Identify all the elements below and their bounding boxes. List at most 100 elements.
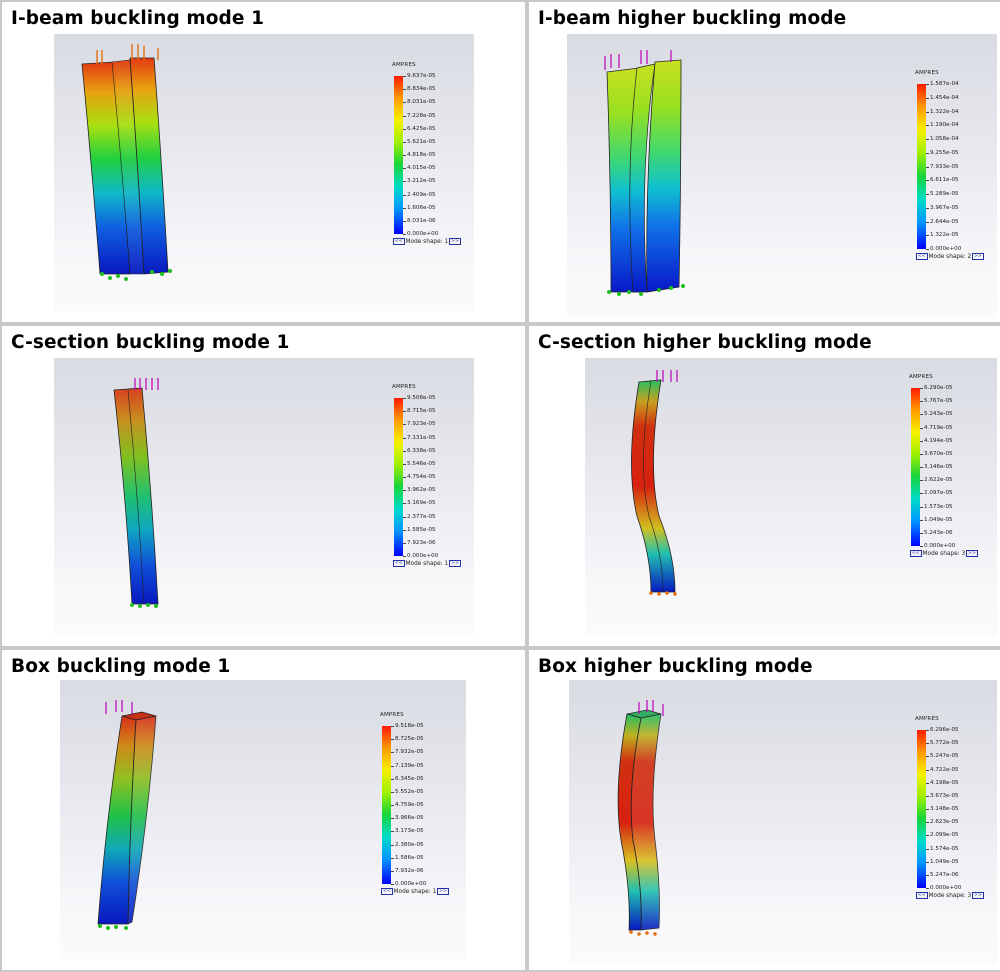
legend-tick-label: 1.049e-05	[926, 858, 959, 865]
legend-tick-label: 4.722e-05	[926, 766, 959, 773]
legend-unit: AMPRES	[392, 62, 416, 68]
legend-tick-label: 4.754e-05	[403, 474, 436, 480]
panel-title: Box higher buckling mode	[538, 656, 813, 677]
box-side-face	[127, 715, 157, 925]
mode-shape-label: << Mode shape: 3 >>	[910, 550, 978, 557]
legend-tick-label: 4.198e-05	[926, 779, 959, 786]
legend-tick-label: 3.670e-05	[920, 450, 953, 457]
legend-unit: AMPRES	[380, 712, 404, 718]
load-arrows	[656, 370, 678, 382]
legend-tick-label: 6.345e-05	[391, 775, 424, 782]
legend-tick-label: 5.546e-05	[403, 460, 436, 467]
fixture-markers	[607, 284, 685, 296]
legend-tick-label: 0.000e+00	[925, 885, 962, 891]
legend-tick-label: 3.148e-05	[926, 806, 959, 812]
next-mode-icon: >>	[449, 238, 461, 245]
panel-csection-mode1: C-section buckling mode 1 AMPRES 9.508e-…	[2, 326, 525, 646]
legend-unit: AMPRES	[392, 384, 416, 390]
legend-tick-label: 5.772e-05	[926, 740, 959, 747]
legend-tick-label: 5.552e-05	[391, 788, 424, 795]
next-mode-icon: >>	[437, 888, 449, 895]
prev-mode-icon: <<	[381, 888, 393, 895]
legend-tick-label: 8.031e-05	[403, 99, 436, 106]
box-higher-model	[617, 700, 664, 936]
mode-shape-label: << Mode shape: 1 >>	[381, 888, 449, 895]
legend-tick-label: 1.322e-05	[926, 232, 959, 239]
box-mode1-model	[97, 700, 157, 930]
fixture-markers	[98, 924, 128, 930]
load-arrows	[134, 378, 159, 390]
legend-tick-label: 5.247e-06	[926, 871, 959, 878]
legend-tick-label: 1.058e-04	[926, 136, 959, 142]
legend-unit: AMPRES	[915, 70, 939, 76]
legend-tick-label: 6.611e-05	[926, 177, 959, 184]
legend-tick-label: 5.289e-05	[926, 191, 959, 197]
panel-title: Box buckling mode 1	[11, 656, 231, 677]
legend-tick-label: 2.377e-05	[403, 513, 436, 520]
legend-tick-label: 1.606e-05	[403, 204, 436, 211]
legend-tick-label: 3.146e-05	[920, 464, 953, 470]
legend-tick-label: 2.622e-05	[920, 477, 953, 484]
legend-tick-label: 0.000e+00	[390, 881, 427, 887]
panel-ibeam-higher: I-beam higher buckling mode AMPRES 1.587	[529, 2, 1000, 322]
csection-higher-model	[631, 370, 678, 596]
legend-tick-label: 5.247e-05	[926, 753, 959, 760]
legend-tick-label: 7.139e-05	[391, 762, 424, 769]
panel-box-higher: Box higher buckling mode AMPRES 6.296e-0	[529, 650, 1000, 970]
fixture-markers	[629, 930, 657, 936]
legend-tick-label: 5.243e-05	[920, 411, 953, 418]
legend-tick-label: 8.834e-05	[403, 86, 436, 93]
next-mode-icon: >>	[972, 892, 984, 899]
legend-tick-label: 2.097e-05	[920, 490, 953, 497]
legend-tick-label: 7.933e-05	[926, 163, 959, 170]
csection-body	[113, 387, 159, 605]
mode-shape-label: << Mode shape: 1 >>	[393, 238, 461, 245]
legend-tick-label: 9.637e-05	[403, 73, 436, 79]
legend-colorbar	[394, 398, 403, 556]
legend-tick-label: 8.725e-05	[391, 736, 424, 743]
color-legend: AMPRES 9.637e-05 8.834e-05 8.031e-05 7.228e…	[392, 62, 492, 266]
panel-title: I-beam buckling mode 1	[11, 8, 265, 29]
mode-shape-label: << Mode shape: 3 >>	[916, 892, 984, 899]
legend-tick-label: 5.767e-05	[920, 398, 953, 405]
legend-tick-label: 8.031e-06	[403, 217, 436, 224]
legend-tick-label: 4.015e-05	[403, 165, 436, 172]
legend-tick-label: 9.518e-05	[391, 723, 424, 729]
mode-shape-label: << Mode shape: 2 >>	[916, 253, 984, 260]
legend-tick-label: 4.818e-05	[403, 152, 436, 158]
ibeam-higher-model	[604, 50, 685, 296]
legend-tick-label: 1.586e-05	[391, 854, 424, 861]
box-side-face	[630, 713, 662, 931]
color-legend: AMPRES 9.508e-05 8.715e-05 7.923e-05 7.131e…	[392, 384, 492, 588]
legend-tick-label: 1.587e-04	[926, 81, 959, 87]
legend-tick-label: 1.049e-05	[920, 516, 953, 523]
legend-tick-label: 0.000e+00	[925, 246, 962, 252]
legend-tick-label: 1.573e-05	[920, 503, 953, 510]
legend-tick-label: 6.296e-05	[926, 727, 959, 733]
legend-tick-label: 7.932e-06	[391, 867, 424, 874]
legend-tick-label: 2.380e-05	[391, 841, 424, 848]
legend-tick-label: 7.228e-05	[403, 112, 436, 119]
legend-colorbar	[382, 726, 391, 884]
legend-tick-label: 0.000e+00	[402, 231, 439, 237]
load-arrows	[96, 44, 159, 64]
legend-tick-label: 1.322e-04	[926, 108, 959, 115]
panel-title: C-section buckling mode 1	[11, 332, 290, 353]
next-mode-icon: >>	[449, 560, 461, 567]
legend-tick-label: 4.719e-05	[920, 424, 953, 431]
legend-tick-label: 7.923e-06	[403, 539, 436, 546]
mode-shape-label: << Mode shape: 1 >>	[393, 560, 461, 567]
panel-title: I-beam higher buckling mode	[538, 8, 847, 29]
load-arrows	[604, 50, 672, 70]
legend-unit: AMPRES	[909, 374, 933, 380]
color-legend: AMPRES 6.296e-05 5.772e-05 5.247e-05 4.722e…	[915, 716, 1000, 920]
legend-unit: AMPRES	[915, 716, 939, 722]
prev-mode-icon: <<	[910, 550, 922, 557]
ibeam-right-flange	[129, 57, 169, 275]
legend-tick-label: 7.932e-05	[391, 749, 424, 756]
color-legend: AMPRES 1.587e-04 1.454e-04 1.322e-04 1.190e…	[915, 70, 1000, 274]
legend-tick-label: 4.759e-05	[391, 802, 424, 808]
csection-inner-edge	[643, 380, 664, 593]
legend-tick-label: 3.212e-05	[403, 178, 436, 185]
panel-title: C-section higher buckling mode	[538, 332, 872, 353]
